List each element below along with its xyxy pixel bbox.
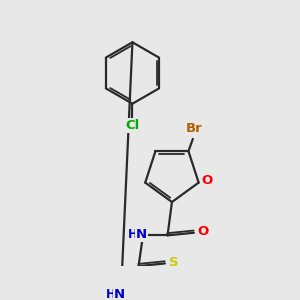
Text: Cl: Cl xyxy=(125,119,140,132)
Text: H: H xyxy=(106,288,116,300)
Text: S: S xyxy=(169,256,178,269)
Text: N: N xyxy=(114,288,125,300)
Text: N: N xyxy=(136,228,147,241)
Text: Br: Br xyxy=(186,122,203,135)
Text: O: O xyxy=(201,174,212,187)
Text: H: H xyxy=(128,228,137,241)
Text: O: O xyxy=(197,225,208,239)
